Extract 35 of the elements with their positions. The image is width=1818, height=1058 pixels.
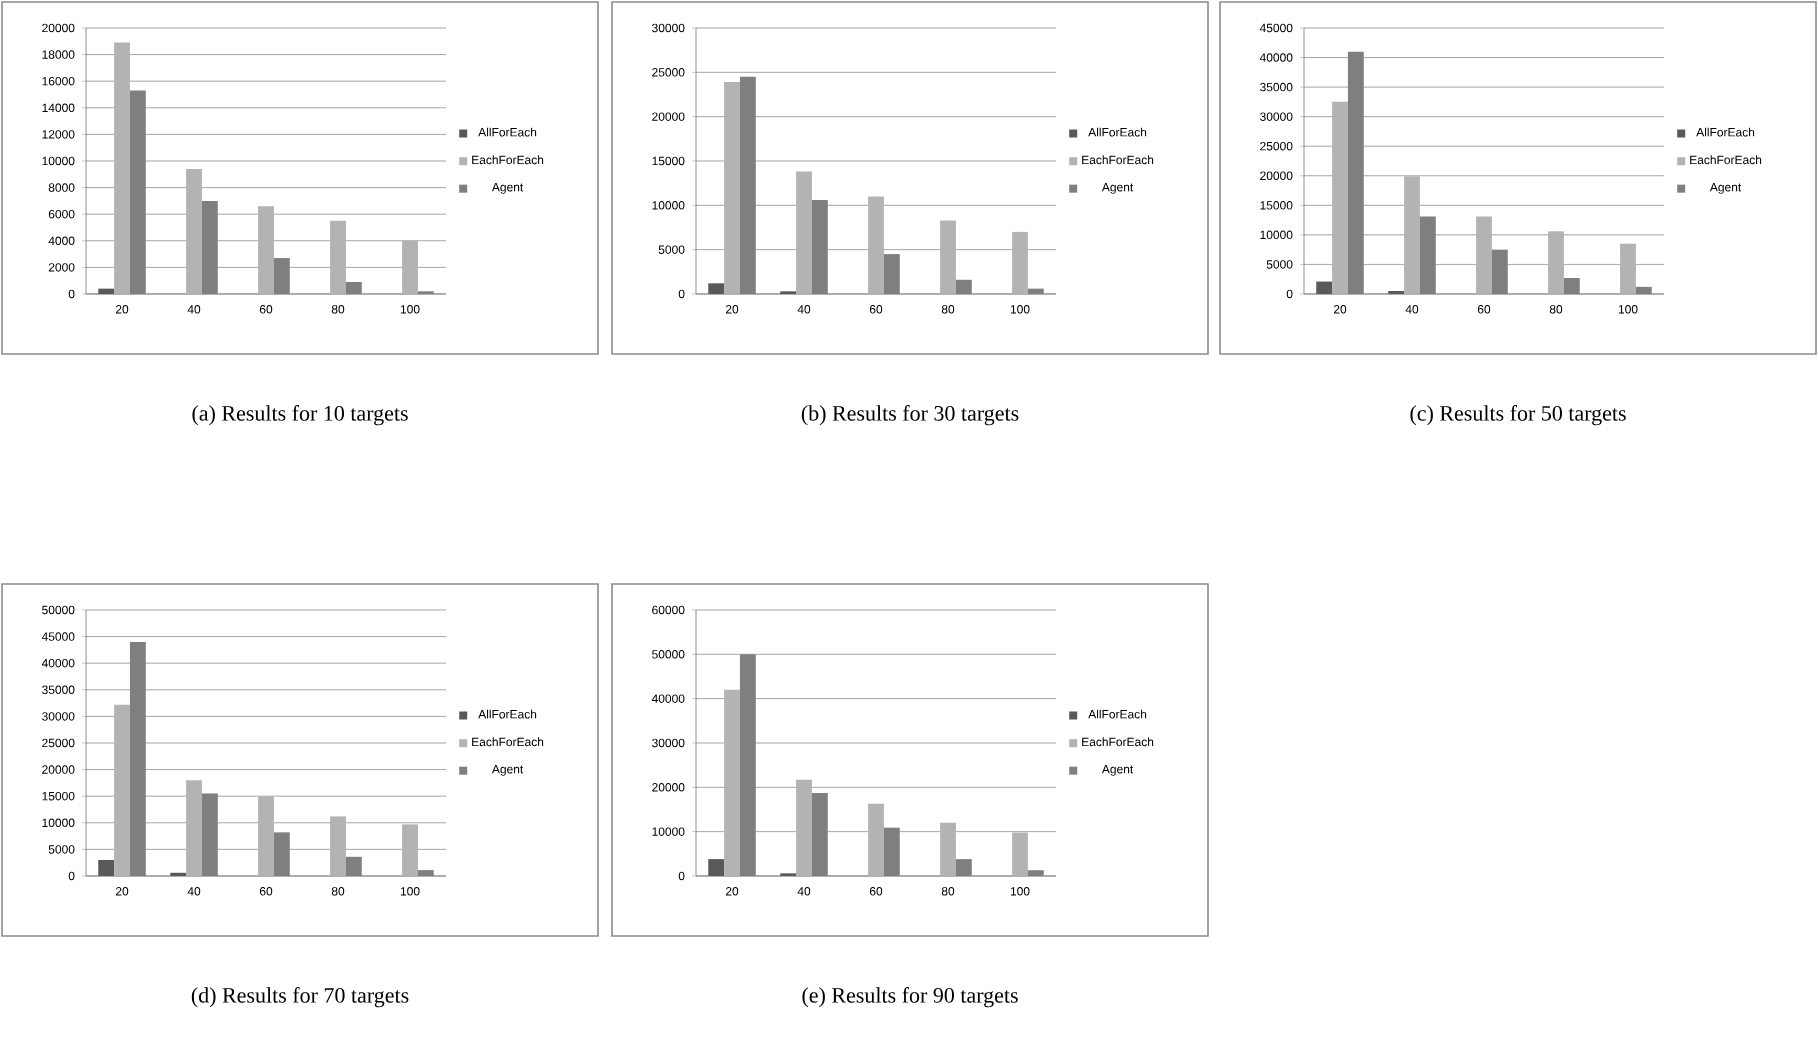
bar — [98, 288, 115, 294]
text: (b) Results for 30 targets — [801, 405, 1019, 426]
bar — [724, 689, 740, 876]
bar — [1316, 281, 1333, 294]
bar — [114, 42, 130, 294]
bar — [868, 196, 884, 294]
bar — [1620, 243, 1636, 294]
bar — [940, 822, 956, 876]
text: (a) Results for 10 targets — [192, 405, 408, 426]
bar — [940, 220, 956, 294]
bar — [1476, 216, 1492, 294]
bar — [796, 171, 812, 294]
bar — [868, 803, 884, 876]
bar — [114, 704, 130, 876]
bar — [1548, 231, 1564, 294]
bar — [708, 283, 725, 294]
bar — [186, 780, 202, 876]
bar — [186, 168, 202, 294]
bar — [330, 220, 346, 294]
bar — [1012, 231, 1028, 294]
bar — [796, 779, 812, 876]
bar — [1012, 832, 1028, 876]
bar — [258, 206, 274, 294]
bar — [708, 859, 725, 876]
text: (d) Results for 70 targets — [191, 987, 409, 1008]
bar — [402, 824, 418, 876]
text: (e) Results for 90 targets — [802, 987, 1018, 1008]
bar — [1332, 101, 1348, 294]
bar — [98, 860, 115, 876]
bar — [402, 240, 418, 294]
bar — [1404, 176, 1420, 294]
bar — [258, 796, 274, 876]
text: (c) Results for 50 targets — [1410, 405, 1626, 426]
bar — [724, 82, 740, 294]
bar — [330, 816, 346, 876]
